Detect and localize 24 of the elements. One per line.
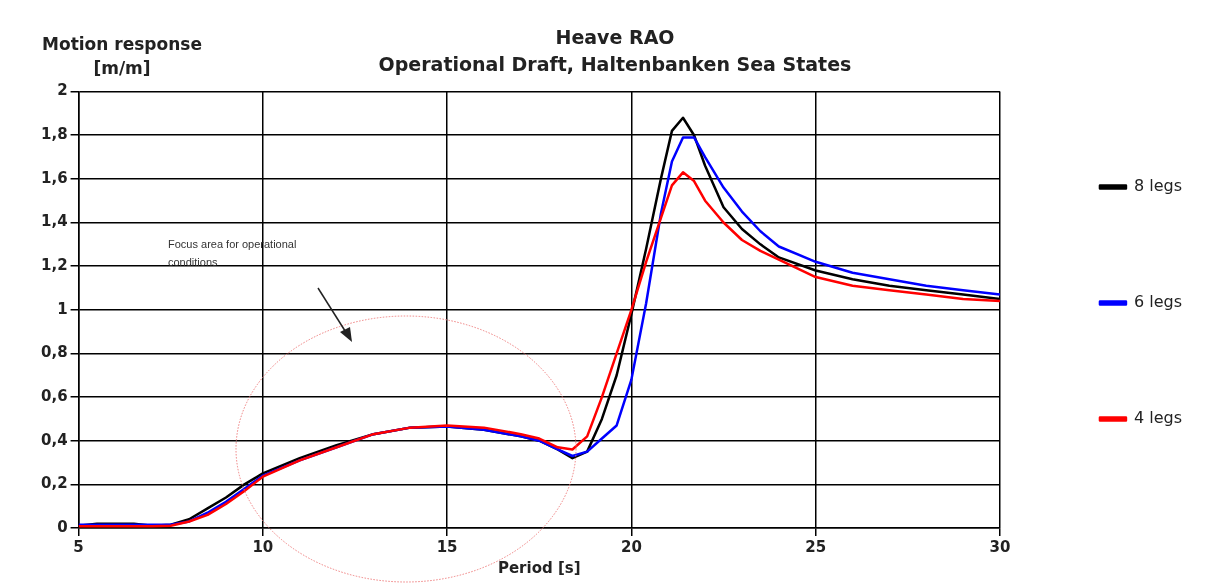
y-tick-label: 1,2 <box>40 256 68 275</box>
x-tick-label: 10 <box>252 537 274 556</box>
chart-subtitle: Operational Draft, Haltenbanken Sea States <box>378 53 852 76</box>
legend-label: 4 legs <box>1133 408 1182 428</box>
y-axis-title: Motion response [m/m] <box>41 33 203 80</box>
legend-label: 8 legs <box>1133 176 1182 196</box>
y-tick-label: 1,6 <box>40 168 68 187</box>
x-tick-label: 30 <box>989 537 1011 556</box>
y-tick-label: 1 <box>57 299 68 318</box>
y-tick-label: 0,8 <box>40 343 68 362</box>
y-tick-label: 0 <box>57 517 68 536</box>
y-tick-label: 0,6 <box>40 386 68 405</box>
x-tick-label: 5 <box>73 537 84 556</box>
y-tick-label: 0,2 <box>40 474 68 493</box>
y-tick-label: 1,4 <box>40 212 68 231</box>
x-tick-label: 25 <box>805 537 827 556</box>
legend-label: 6 legs <box>1133 292 1182 312</box>
x-tick-label: 20 <box>620 537 642 556</box>
y-tick-label: 2 <box>57 81 68 100</box>
x-tick-label: 15 <box>436 537 458 556</box>
y-tick-label: 1,8 <box>40 125 68 144</box>
y-tick-label: 0,4 <box>40 430 68 449</box>
x-axis-title: Period [s] <box>497 558 581 577</box>
chart-title: Heave RAO <box>555 26 675 49</box>
